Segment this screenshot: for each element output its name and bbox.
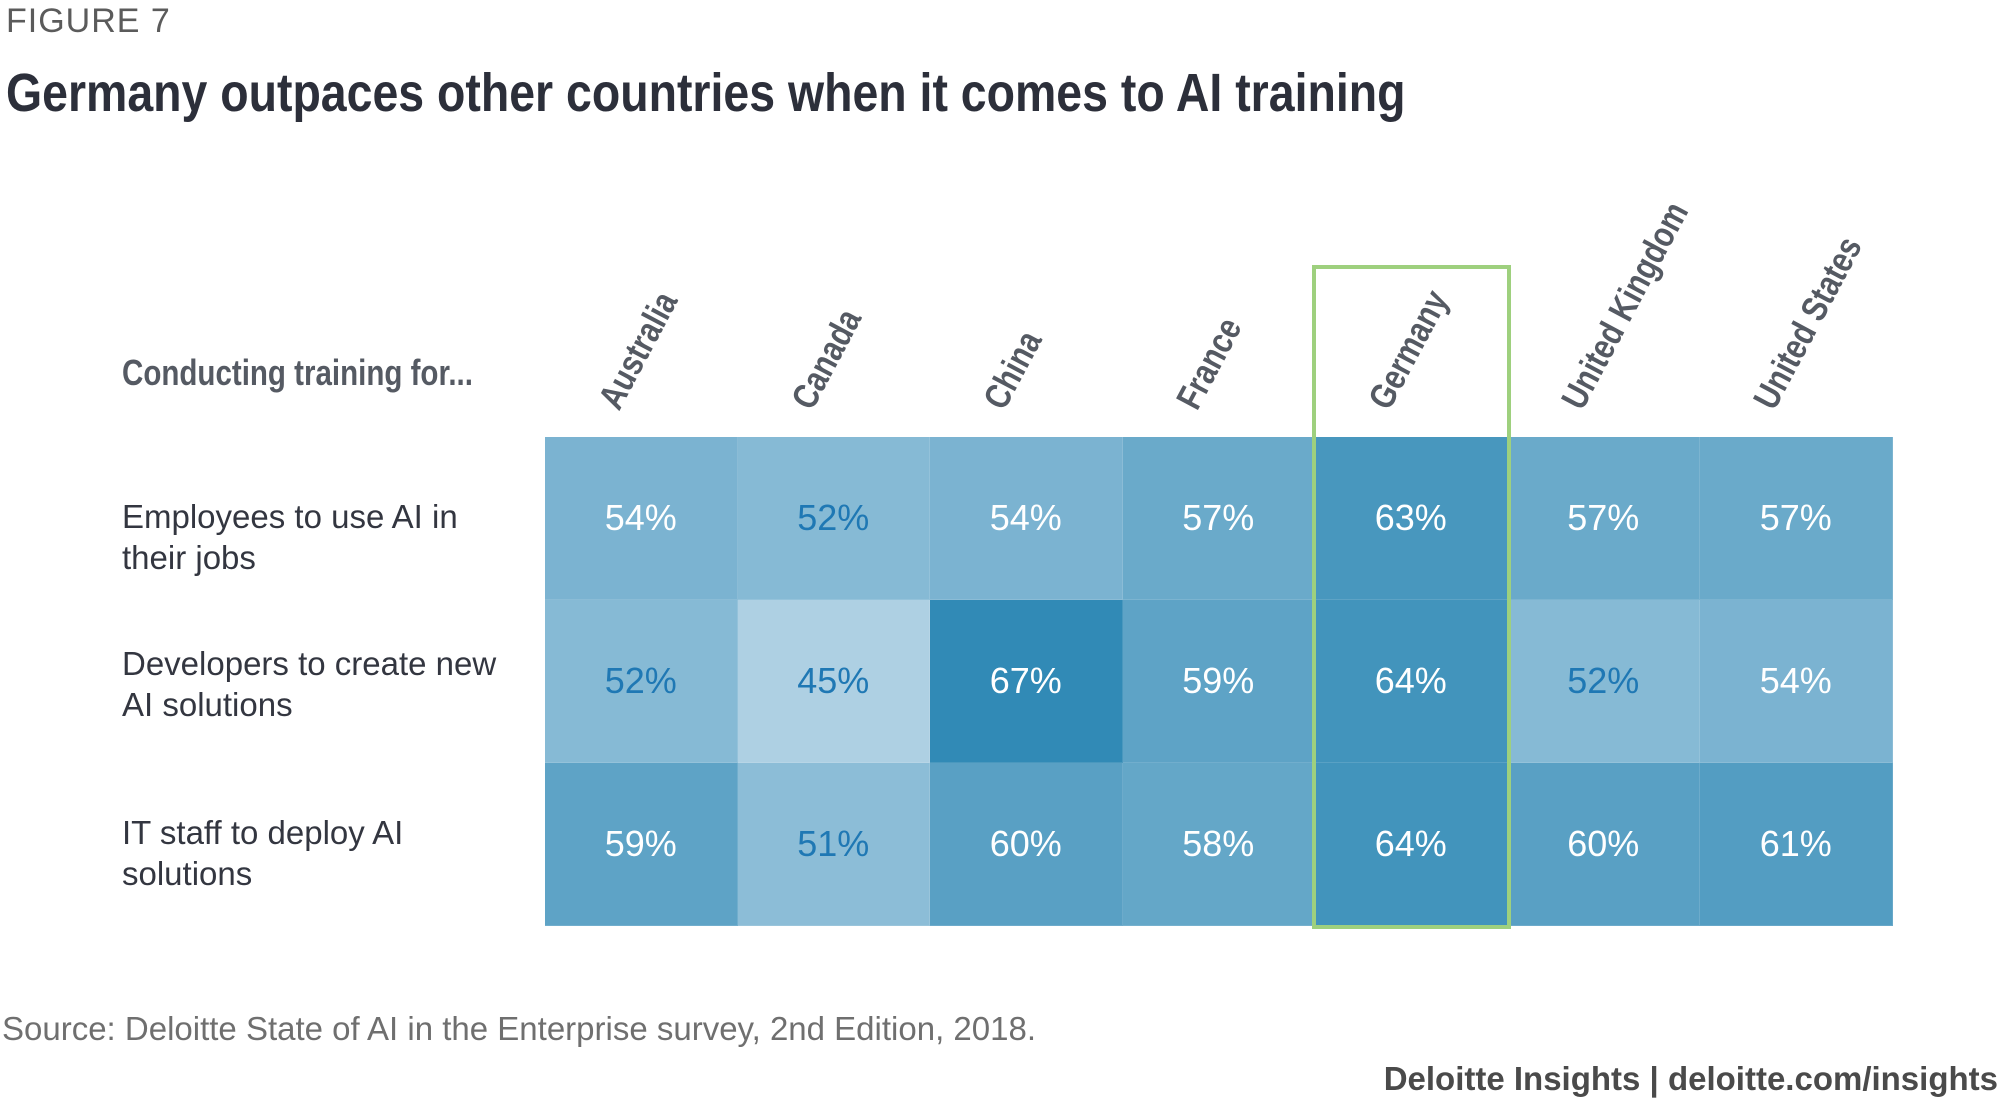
heatmap-cell: 45% xyxy=(737,600,930,763)
heatmap-cell: 57% xyxy=(1700,437,1893,600)
column-label-australia: Australia xyxy=(589,284,686,416)
heatmap-cell: 52% xyxy=(545,600,738,763)
heatmap-cell: 63% xyxy=(1315,437,1508,600)
column-label-china: China xyxy=(974,323,1050,416)
credit-line: Deloitte Insights | deloitte.com/insight… xyxy=(1383,1060,1998,1097)
heatmap-cell: 64% xyxy=(1315,763,1508,926)
column-label-united-states: United States xyxy=(1744,229,1870,416)
column-label-france: France xyxy=(1167,310,1250,416)
source-note: Source: Deloitte State of AI in the Ente… xyxy=(2,1010,1036,1047)
heatmap-cell: 54% xyxy=(545,437,738,600)
heatmap-cell: 64% xyxy=(1315,600,1508,763)
figure-label: FIGURE 7 xyxy=(6,2,171,40)
heatmap-cell: 59% xyxy=(545,763,738,926)
heatmap-cell: 51% xyxy=(737,763,930,926)
row-label-employees-to-use-ai-in-their-jobs: Employees to use AI in their jobs xyxy=(122,498,458,576)
row-label-it-staff-to-deploy-ai-solutions: IT staff to deploy AI solutions xyxy=(122,814,404,892)
heatmap-cell: 61% xyxy=(1700,763,1893,926)
heatmap-cell: 54% xyxy=(1700,600,1893,763)
heatmap-cell: 52% xyxy=(737,437,930,600)
heatmap-cell: 67% xyxy=(930,600,1123,763)
row-label-developers-to-create-new-ai-solutions: Developers to create new AI solutions xyxy=(122,645,497,723)
heatmap-cell: 58% xyxy=(1122,763,1315,926)
chart-title: Germany outpaces other countries when it… xyxy=(6,63,1406,123)
heatmap-cell: 54% xyxy=(930,437,1123,600)
heatmap-cell: 60% xyxy=(1507,763,1700,926)
column-label-united-kingdom: United Kingdom xyxy=(1552,195,1696,416)
column-label-germany: Germany xyxy=(1359,283,1457,416)
heatmap-cell: 59% xyxy=(1122,600,1315,763)
heatmap-cell: 52% xyxy=(1507,600,1700,763)
column-label-canada: Canada xyxy=(782,302,869,416)
row-header: Conducting training for... xyxy=(122,352,473,393)
heatmap-cell: 60% xyxy=(930,763,1123,926)
heatmap-cell: 57% xyxy=(1507,437,1700,600)
heatmap-cell: 57% xyxy=(1122,437,1315,600)
